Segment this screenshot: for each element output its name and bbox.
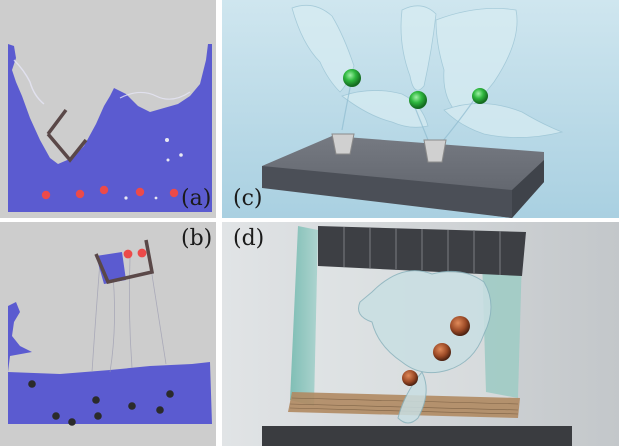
red-particle (137, 248, 147, 258)
splash-plume (400, 5, 437, 91)
fluid-in-box (96, 252, 126, 284)
splash-sheet (443, 103, 564, 138)
dark-particle (28, 380, 36, 388)
red-particle (123, 249, 133, 259)
droplet (179, 153, 183, 157)
red-particle (41, 190, 51, 200)
dark-particle (52, 412, 60, 420)
floor-base (262, 426, 572, 446)
droplet (124, 196, 128, 200)
streak (128, 257, 133, 369)
panel-c-canvas (222, 0, 619, 218)
panel-label-d: (d) (233, 226, 265, 251)
panel-d-canvas (222, 222, 619, 446)
stream (441, 99, 475, 143)
droplets (124, 138, 183, 200)
droplet (154, 196, 158, 200)
panel-b-canvas (0, 222, 216, 446)
panel-label-a: (a) (181, 186, 212, 211)
nozzle (331, 133, 355, 155)
fluid-body (8, 44, 212, 212)
green-ball (409, 91, 427, 109)
dark-particles (28, 380, 174, 426)
platform-edge (512, 160, 544, 218)
red-particle (135, 187, 145, 197)
green-ball (472, 88, 488, 104)
top-blocks (318, 226, 526, 276)
fluid-blob (358, 270, 492, 424)
panel-d-3d-render (222, 222, 619, 446)
panel-label-b: (b) (181, 226, 213, 251)
red-particle (169, 188, 179, 198)
dark-particle (156, 406, 164, 414)
glass-wall-right (482, 254, 522, 398)
droplet (166, 158, 170, 162)
red-particle (99, 185, 109, 195)
platform-side (262, 166, 512, 218)
fluid-mass (358, 270, 492, 374)
fluid-splash (13, 59, 45, 105)
dark-particle (92, 396, 100, 404)
streak (91, 261, 101, 373)
red-particle (75, 189, 85, 199)
nozzles (331, 133, 447, 163)
droplet (165, 138, 169, 142)
splash-sheet (341, 90, 429, 128)
block-seams (343, 227, 501, 275)
rock (433, 343, 451, 361)
fluid-stream (397, 371, 427, 424)
rock (450, 316, 470, 336)
nozzle (423, 139, 447, 163)
panel-label-c: (c) (233, 186, 263, 211)
dark-particle (166, 390, 174, 398)
panel-c-3d-render (222, 0, 619, 218)
fluid-splash (119, 91, 191, 100)
panel-a-canvas (0, 0, 216, 218)
green-ball (343, 69, 361, 87)
dark-particle (94, 412, 102, 420)
fluid-body (8, 302, 212, 424)
water-splash (291, 4, 564, 138)
box-container (94, 239, 155, 285)
wedge-container (46, 108, 88, 163)
rock (402, 370, 418, 386)
dark-particle (68, 418, 76, 426)
red-particles (41, 185, 179, 200)
glass-wall-left (290, 226, 318, 406)
panel-b-2d-simulation (0, 222, 216, 446)
panel-a-2d-simulation (0, 0, 216, 218)
dark-particle (128, 402, 136, 410)
